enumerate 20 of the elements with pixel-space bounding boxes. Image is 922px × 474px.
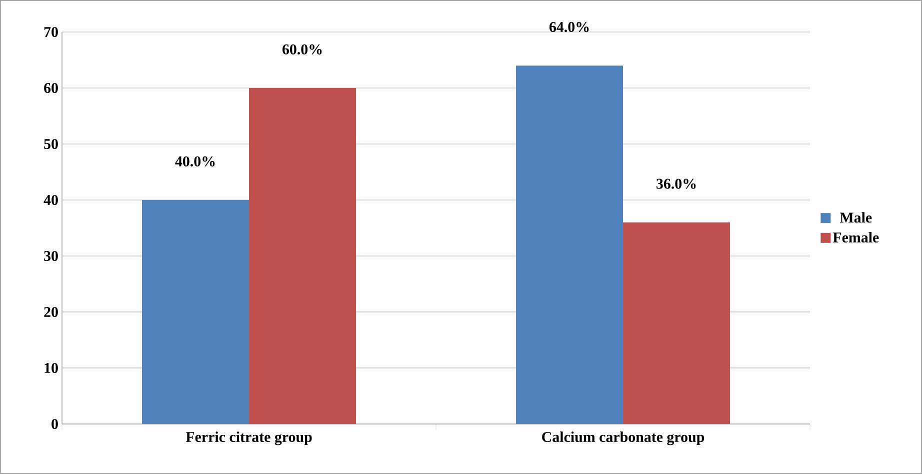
y-tick-label: 0 (52, 418, 58, 430)
bar (623, 222, 730, 424)
y-tick-label: 70 (44, 26, 58, 38)
y-tick-label: 20 (44, 306, 58, 318)
data-label: 36.0% (656, 178, 696, 189)
bar (142, 200, 250, 424)
x-tick-label: Calcium carbonate group (542, 432, 704, 446)
y-tick-label: 60 (44, 82, 58, 94)
data-label: 64.0% (549, 22, 589, 32)
data-label: 60.0% (282, 44, 322, 54)
bar (516, 66, 624, 424)
bar (249, 88, 356, 424)
y-tick-label: 50 (44, 138, 58, 150)
y-tick-label: 40 (44, 194, 58, 206)
y-tick-label: 10 (44, 362, 58, 374)
legend-label: Female (832, 232, 879, 242)
x-tick-label: Ferric citrate group (186, 432, 312, 446)
data-label: 40.0% (175, 156, 215, 166)
legend-label: Male (840, 212, 872, 223)
y-tick-label: 30 (44, 250, 58, 262)
